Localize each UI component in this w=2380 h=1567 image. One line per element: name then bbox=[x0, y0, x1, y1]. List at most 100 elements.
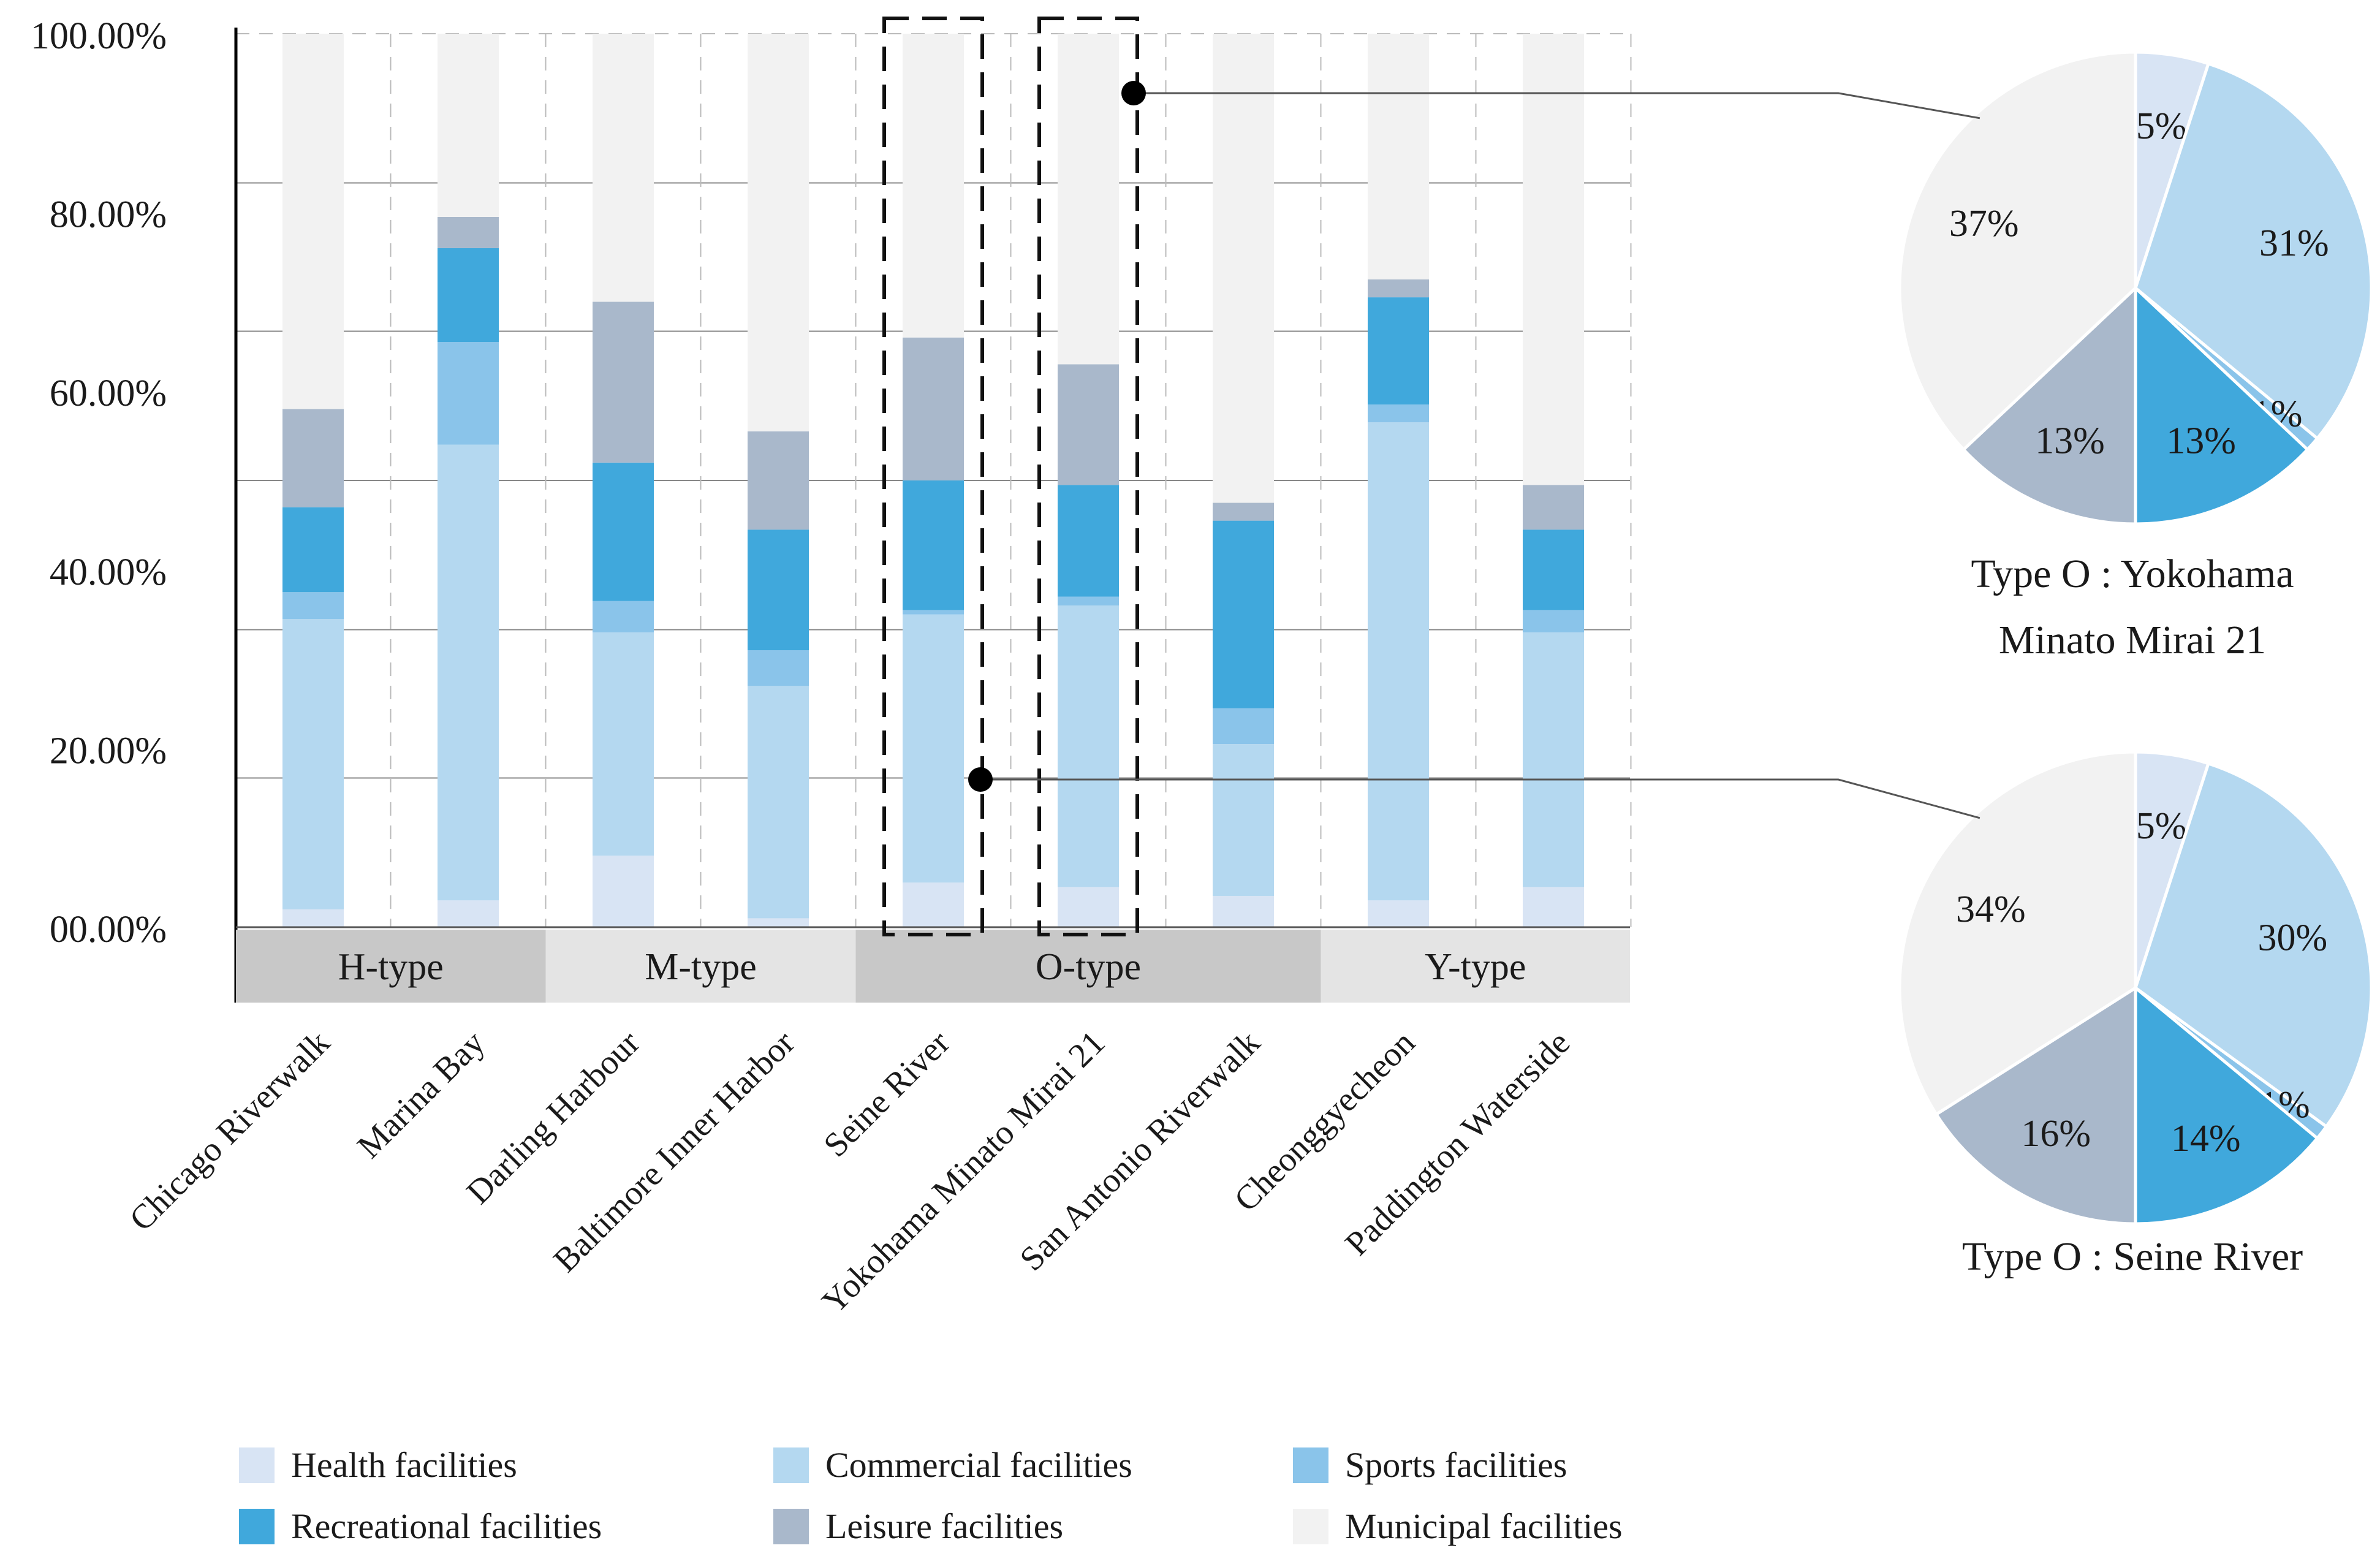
bar-segment-leisure bbox=[1213, 503, 1274, 521]
bar-segment-commercial bbox=[438, 444, 499, 901]
pie-slice-label: 30% bbox=[2257, 917, 2327, 959]
bar-segment-recreational bbox=[748, 529, 809, 651]
bar-segment-sports bbox=[1523, 610, 1584, 632]
stacked-bars bbox=[282, 34, 1584, 927]
pie-slice-municipal bbox=[1898, 750, 2137, 1117]
pie-slice-label: 13% bbox=[2035, 420, 2105, 461]
bar-segment-commercial bbox=[1368, 422, 1429, 901]
legend-swatch bbox=[239, 1447, 275, 1483]
legend-item-health: Health facilities bbox=[239, 1445, 517, 1485]
bar-segment-sports bbox=[1213, 708, 1274, 745]
legend-swatch bbox=[1293, 1447, 1328, 1483]
bar-stack-5 bbox=[1058, 34, 1119, 927]
bar-segment-commercial bbox=[903, 614, 964, 883]
bar-segment-commercial bbox=[593, 632, 654, 856]
bar-segment-leisure bbox=[903, 337, 964, 480]
legend-swatch bbox=[239, 1509, 275, 1544]
y-tick-label: 00.00% bbox=[50, 909, 167, 950]
bar-segment-sports bbox=[438, 342, 499, 445]
connector-line-1 bbox=[980, 778, 1980, 819]
highlight-box-1 bbox=[1037, 17, 1139, 936]
bar-segment-health bbox=[748, 918, 809, 927]
pie-chart-1: 5%30%1%14%16%34%Type O : Seine River bbox=[1898, 750, 2373, 1279]
legend-swatch bbox=[773, 1447, 809, 1483]
pie-slice-recreational bbox=[2134, 284, 2310, 526]
bar-segment-municipal bbox=[748, 34, 809, 431]
bar-segment-health bbox=[1523, 887, 1584, 927]
highlight-boxes bbox=[882, 17, 1139, 936]
group-label: Y-type bbox=[1425, 946, 1526, 988]
bar-segment-municipal bbox=[593, 34, 654, 302]
pie-slice-label: 34% bbox=[1956, 889, 2026, 930]
pie-slice-label: 16% bbox=[2021, 1113, 2091, 1155]
pie-slice-recreational bbox=[2134, 984, 2320, 1226]
group-label: M-type bbox=[645, 946, 757, 988]
bar-segment-municipal bbox=[438, 34, 499, 217]
y-tick-label: 60.00% bbox=[50, 373, 167, 414]
pie-title: Type O : Yokohama bbox=[1971, 552, 2294, 596]
bar-segment-sports bbox=[1058, 596, 1119, 606]
connector-dot-0 bbox=[1121, 81, 1146, 105]
pie-slice-commercial bbox=[2134, 61, 2373, 441]
bar-segment-leisure bbox=[593, 302, 654, 463]
axes: 00.00% 20.00% 40.00% 60.00% 80.00% 100.00% bbox=[31, 15, 1630, 1003]
pie-title: Minato Mirai 21 bbox=[1999, 618, 2266, 662]
bar-segment-recreational bbox=[282, 507, 344, 593]
bar-stack-3 bbox=[748, 34, 809, 927]
legend-swatch bbox=[1293, 1509, 1328, 1544]
bar-segment-municipal bbox=[903, 34, 964, 338]
bar-segment-commercial bbox=[1523, 632, 1584, 887]
pie-slice-leisure bbox=[1934, 985, 2137, 1226]
bar-segment-health bbox=[438, 900, 499, 927]
legend-label: Recreational facilities bbox=[291, 1506, 602, 1546]
legend-item-commercial: Commercial facilities bbox=[773, 1445, 1132, 1485]
pie-slice-municipal bbox=[1898, 50, 2137, 452]
legend: Health facilities Commercial facilities Sp… bbox=[239, 1445, 1623, 1546]
bar-segment-leisure bbox=[1058, 364, 1119, 485]
bar-segment-recreational bbox=[593, 462, 654, 601]
legend-label: Leisure facilities bbox=[825, 1506, 1063, 1546]
connector-line-0 bbox=[1134, 92, 1980, 120]
group-band-0 bbox=[236, 930, 546, 1003]
bar-segment-municipal bbox=[282, 34, 344, 409]
bar-segment-recreational bbox=[1523, 529, 1584, 610]
group-band-3 bbox=[1321, 930, 1630, 1003]
bar-segment-health bbox=[282, 909, 344, 927]
bar-segment-commercial bbox=[748, 686, 809, 919]
bar-segment-health bbox=[1213, 895, 1274, 927]
highlight-box-0 bbox=[882, 17, 984, 936]
bar-stack-8 bbox=[1523, 34, 1584, 927]
pie-slice-label: 5% bbox=[2136, 805, 2187, 847]
bar-segment-recreational bbox=[1213, 520, 1274, 708]
pie-slice-label: 14% bbox=[2171, 1118, 2241, 1159]
legend-item-sports: Sports facilities bbox=[1293, 1445, 1567, 1485]
connector-dot-1 bbox=[968, 767, 993, 792]
bar-segment-municipal bbox=[1523, 34, 1584, 485]
bar-segment-leisure bbox=[438, 216, 499, 248]
y-tick-label: 100.00% bbox=[31, 15, 167, 57]
bar-segment-leisure bbox=[1368, 279, 1429, 298]
bar-segment-health bbox=[1368, 900, 1429, 927]
bar-segment-health bbox=[903, 882, 964, 927]
group-label: H-type bbox=[338, 946, 444, 988]
y-tick-label: 40.00% bbox=[50, 552, 167, 593]
pie-chart-0: 5%31%1%13%13%37%Type O : YokohamaMinato … bbox=[1898, 50, 2373, 662]
legend-label: Health facilities bbox=[291, 1445, 517, 1485]
pie-charts: 5%31%1%13%13%37%Type O : YokohamaMinato … bbox=[968, 50, 2373, 1279]
legend-swatch bbox=[773, 1509, 809, 1544]
bar-segment-recreational bbox=[1368, 297, 1429, 405]
legend-item-recreational: Recreational facilities bbox=[239, 1506, 602, 1546]
bar-segment-commercial bbox=[1058, 605, 1119, 887]
bar-segment-commercial bbox=[1213, 744, 1274, 896]
pie-slice-commercial bbox=[2134, 761, 2373, 1129]
bar-segment-commercial bbox=[282, 618, 344, 909]
bar-stack-4 bbox=[903, 34, 964, 927]
bar-segment-leisure bbox=[282, 409, 344, 507]
bar-segment-leisure bbox=[1523, 485, 1584, 530]
y-tick-label: 80.00% bbox=[50, 194, 167, 236]
bar-segment-recreational bbox=[438, 248, 499, 343]
bar-segment-sports bbox=[748, 650, 809, 686]
group-band: H-type M-type O-type Y-type bbox=[236, 930, 1630, 1003]
pie-slice-label: 5% bbox=[2136, 105, 2187, 147]
